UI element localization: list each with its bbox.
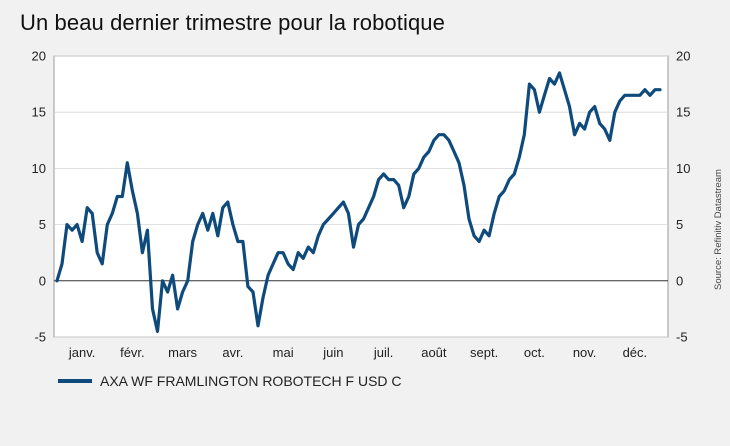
y-axis-right: -5 0 5 10 15 20 <box>676 49 690 345</box>
x-tick-10: nov. <box>573 345 597 360</box>
x-tick-9: oct. <box>524 345 545 360</box>
series-line <box>55 71 662 333</box>
gridlines <box>54 55 668 338</box>
x-tick-7: août <box>421 345 447 360</box>
plot-area <box>53 55 669 338</box>
x-tick-2: mars <box>168 345 197 360</box>
y-tick-left-5: 20 <box>32 49 46 64</box>
y-tick-left-3: 10 <box>32 161 46 176</box>
legend-label: AXA WF FRAMLINGTON ROBOTECH F USD C <box>100 373 402 389</box>
x-tick-11: déc. <box>623 345 648 360</box>
x-axis: janv. févr. mars avr. mai juin juil. août sept. o… <box>68 345 647 360</box>
y-tick-left-1: 0 <box>39 273 46 288</box>
y-tick-left-2: 5 <box>39 217 46 232</box>
y-tick-right-5: 20 <box>676 49 690 64</box>
y-axis-left: -5 0 5 10 15 20 <box>32 49 46 345</box>
x-tick-4: mai <box>273 345 294 360</box>
y-tick-right-4: 15 <box>676 105 690 120</box>
legend: AXA WF FRAMLINGTON ROBOTECH F USD C <box>58 371 402 391</box>
x-tick-5: juin <box>322 345 343 360</box>
x-tick-6: juil. <box>373 345 394 360</box>
y-tick-right-0: -5 <box>676 330 688 345</box>
y-tick-right-3: 10 <box>676 161 690 176</box>
chart-title: Un beau dernier trimestre pour la roboti… <box>20 10 445 35</box>
y-tick-right-2: 5 <box>676 217 683 232</box>
source-note: Source: Refinitiv Datastream <box>713 169 724 290</box>
x-tick-1: févr. <box>120 345 145 360</box>
y-tick-right-1: 0 <box>676 273 683 288</box>
x-tick-0: janv. <box>68 345 96 360</box>
y-tick-left-0: -5 <box>34 330 46 345</box>
legend-swatch <box>58 379 92 383</box>
x-tick-3: avr. <box>222 345 243 360</box>
x-tick-8: sept. <box>470 345 498 360</box>
y-tick-left-4: 15 <box>32 105 46 120</box>
